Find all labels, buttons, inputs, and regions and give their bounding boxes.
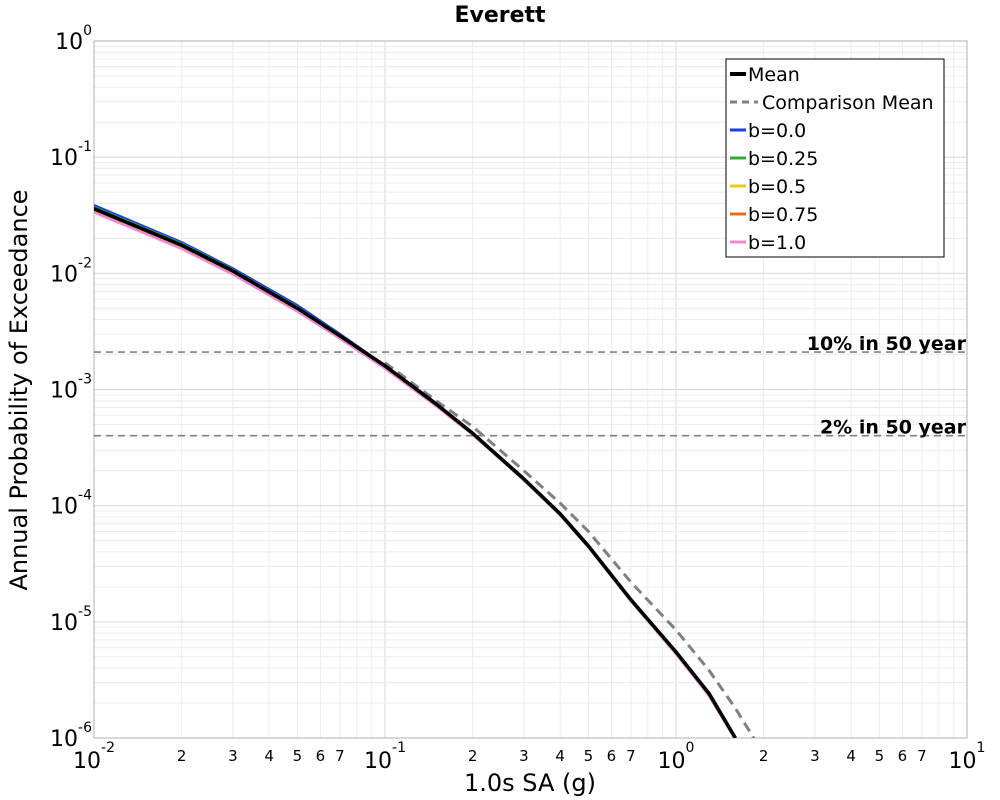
reference-lines: 10% in 50 year 2% in 50 year bbox=[94, 333, 967, 439]
grid bbox=[93, 41, 967, 739]
y-tick-label: 10-4 bbox=[50, 488, 92, 520]
y-tick-labels: 100 10-1 10-2 10-3 10-4 10-5 10-6 bbox=[50, 23, 92, 752]
legend-label: Comparison Mean bbox=[762, 92, 934, 114]
x-minor-tick-label: 3 bbox=[810, 747, 820, 765]
x-tick-label: 101 bbox=[949, 740, 986, 774]
legend-label: b=0.0 bbox=[748, 120, 806, 142]
legend-label: b=0.75 bbox=[748, 204, 818, 226]
legend-label: b=1.0 bbox=[748, 232, 806, 254]
x-tick-label: 10-1 bbox=[364, 740, 406, 774]
x-minor-tick-label: 4 bbox=[846, 747, 856, 765]
y-tick-label: 10-5 bbox=[50, 604, 92, 636]
y-axis-label: Annual Probability of Exceedance bbox=[5, 189, 33, 590]
x-minor-tick-label: 6 bbox=[898, 747, 908, 765]
series-lines bbox=[94, 204, 755, 738]
x-minor-tick-label: 3 bbox=[519, 747, 529, 765]
x-tick-label: 10-2 bbox=[73, 740, 115, 774]
series-line bbox=[94, 206, 737, 738]
series-clip bbox=[94, 207, 737, 738]
x-minor-tick-label: 3 bbox=[228, 747, 238, 765]
series-clip bbox=[94, 204, 737, 738]
legend-label: b=0.5 bbox=[748, 176, 806, 198]
series-clip bbox=[94, 207, 737, 738]
y-tick-label: 10-2 bbox=[50, 255, 92, 287]
legend-label: Mean bbox=[748, 64, 800, 86]
x-minor-tick-label: 5 bbox=[875, 747, 885, 765]
x-minor-tick-label: 4 bbox=[264, 747, 274, 765]
series-line bbox=[94, 208, 737, 738]
x-minor-tick-label: 2 bbox=[177, 747, 187, 765]
y-tick-label: 10-1 bbox=[50, 139, 92, 171]
y-tick-label: 10-6 bbox=[50, 720, 92, 752]
legend-box bbox=[725, 58, 945, 258]
legend: Mean Comparison Mean b=0.0 b=0.25 b=0.5 b=0.7… bbox=[725, 58, 945, 258]
series-line bbox=[94, 207, 737, 738]
x-minor-tick-label: 6 bbox=[607, 747, 617, 765]
series-clip bbox=[384, 361, 755, 738]
series-clip bbox=[94, 206, 737, 738]
x-minor-tick-label: 5 bbox=[584, 747, 594, 765]
chart-title: Everett bbox=[454, 3, 546, 28]
series-line bbox=[94, 207, 737, 738]
reference-line-label: 2% in 50 year bbox=[820, 417, 967, 439]
y-tick-label: 100 bbox=[55, 23, 92, 55]
x-minor-tick-label: 2 bbox=[468, 747, 478, 765]
x-minor-tick-label: 5 bbox=[293, 747, 303, 765]
series-clip bbox=[94, 208, 737, 738]
x-minor-tick-label: 4 bbox=[555, 747, 565, 765]
x-axis-label: 1.0s SA (g) bbox=[464, 769, 596, 797]
x-minor-tick-label: 6 bbox=[316, 747, 326, 765]
x-tick-label: 100 bbox=[658, 740, 695, 774]
legend-label: b=0.25 bbox=[748, 148, 818, 170]
x-minor-tick-label: 7 bbox=[626, 747, 636, 765]
reference-line-label: 10% in 50 year bbox=[807, 333, 967, 355]
plot-area-frame bbox=[93, 40, 968, 739]
x-minor-tick-label: 2 bbox=[759, 747, 769, 765]
series-line bbox=[94, 204, 737, 738]
series-line bbox=[384, 361, 755, 738]
x-minor-tick-label: 7 bbox=[335, 747, 345, 765]
x-minor-tick-label: 7 bbox=[917, 747, 927, 765]
y-tick-label: 10-3 bbox=[50, 372, 92, 404]
